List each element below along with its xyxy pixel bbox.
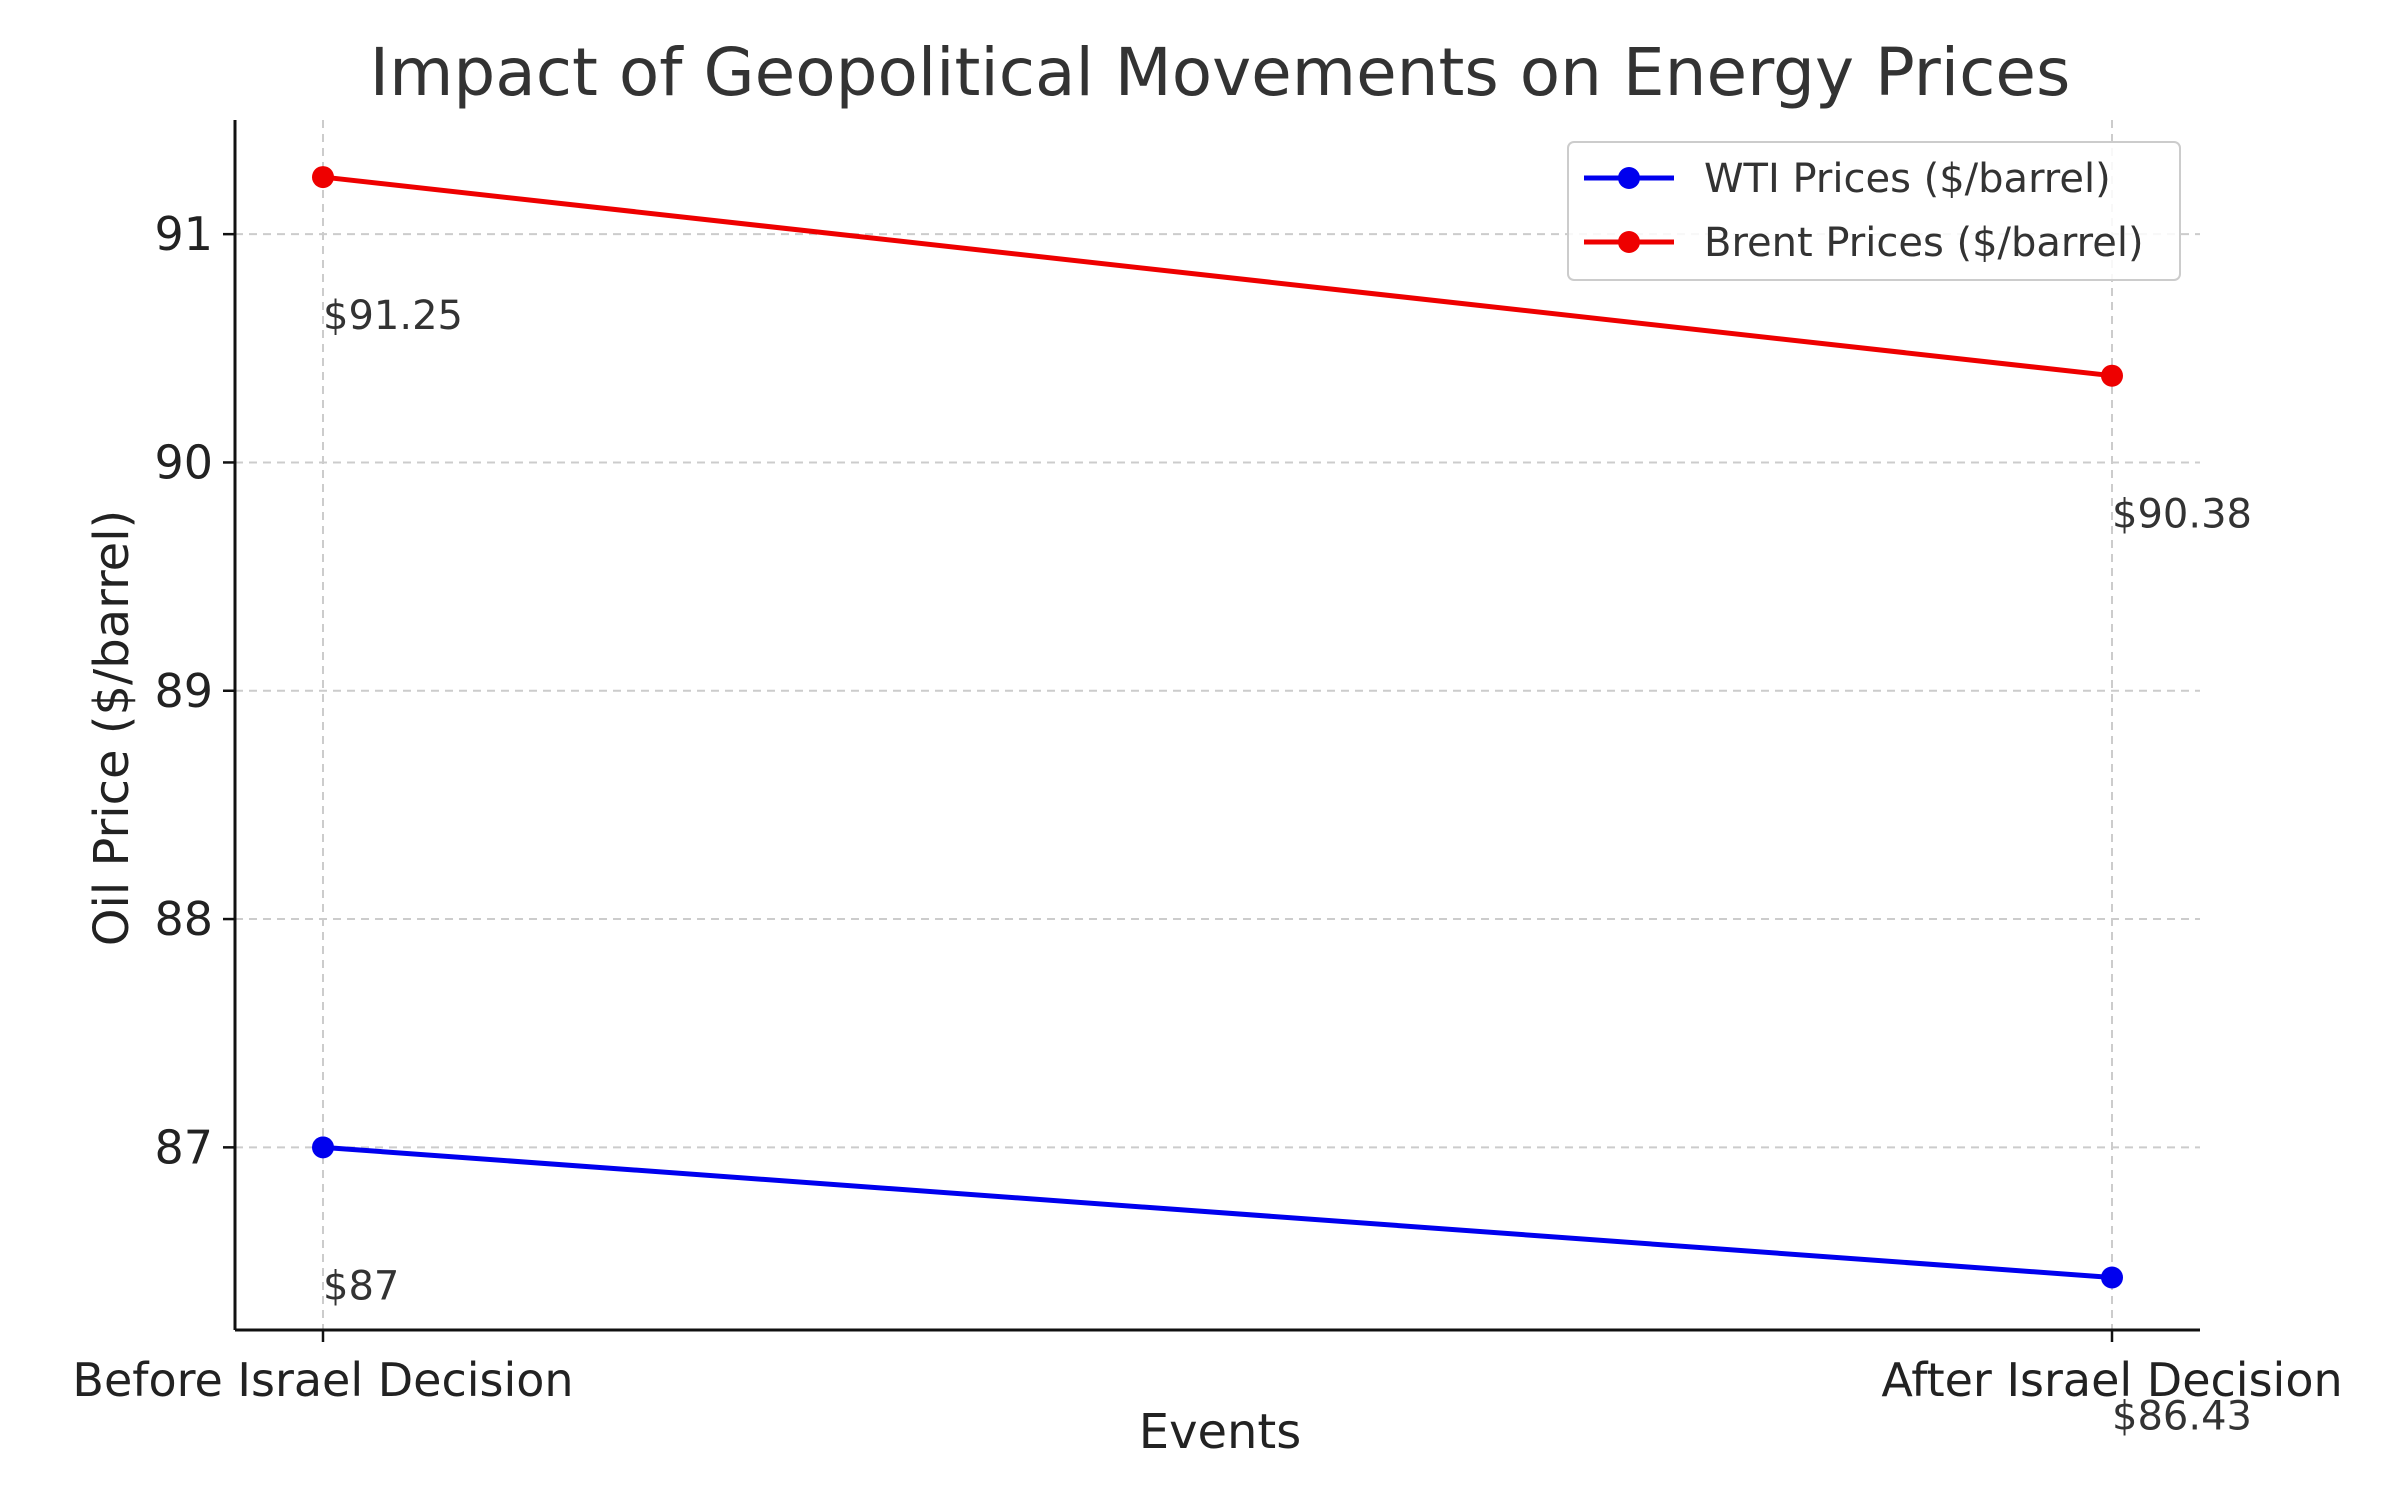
x-axis-ticks: Before Israel Decision After Israel Decis…: [72, 1330, 2343, 1407]
data-point: [2101, 364, 2123, 387]
y-tick-label: 87: [154, 1120, 213, 1174]
data-label: $90.38: [2112, 492, 2252, 538]
chart-title: Impact of Geopolitical Movements on Ener…: [370, 34, 2071, 111]
y-tick-label: 89: [154, 664, 213, 718]
y-tick-label: 88: [154, 892, 213, 946]
data-label: $87: [323, 1263, 399, 1309]
data-labels: $87 $86.43 $91.25 $90.38: [323, 293, 2252, 1439]
y-tick-label: 91: [154, 207, 213, 261]
series-line-brent: [322, 174, 2113, 379]
data-label: $86.43: [2112, 1393, 2252, 1439]
legend-entry: WTI Prices ($/barrel): [1704, 156, 2111, 202]
grid: [235, 120, 2200, 1330]
data-point: [312, 1136, 334, 1159]
x-axis-label: Events: [1139, 1404, 1302, 1460]
y-tick-label: 90: [154, 435, 213, 489]
legend-entry: Brent Prices ($/barrel): [1704, 220, 2144, 266]
data-point: [2101, 1266, 2123, 1289]
y-axis-ticks: 87 88 89 90 91: [154, 207, 235, 1174]
axes: [233, 120, 2200, 1332]
series-line-wti: [322, 1144, 2113, 1280]
series-layer: [312, 166, 2123, 1289]
legend-marker: [1618, 167, 1640, 189]
x-tick-label: After Israel Decision: [1881, 1353, 2342, 1407]
data-label: $91.25: [323, 293, 463, 339]
x-tick-label: Before Israel Decision: [72, 1353, 573, 1407]
legend: WTI Prices ($/barrel) Brent Prices ($/bar…: [1567, 141, 2181, 281]
data-point: [312, 166, 334, 189]
legend-box: [1567, 141, 2181, 281]
y-axis-label: Oil Price ($/barrel): [84, 510, 140, 947]
legend-marker: [1618, 231, 1640, 253]
